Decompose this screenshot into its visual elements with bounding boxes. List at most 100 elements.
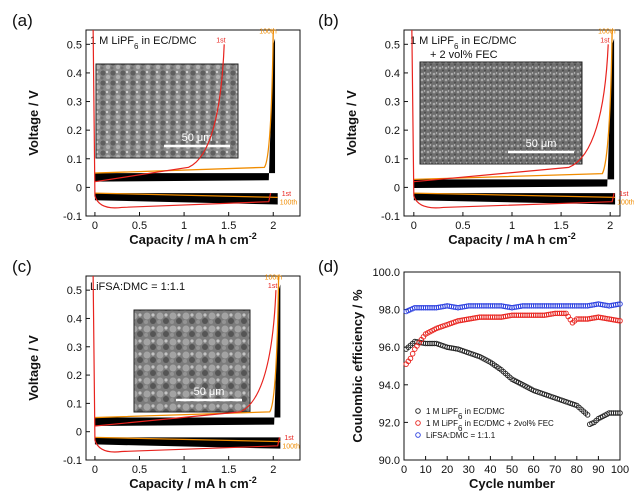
- scale-bar-label: 50 μm: [194, 386, 225, 398]
- panel-label: (b): [318, 11, 339, 30]
- y-tick-label: 0: [394, 182, 400, 194]
- cycle-label-100th-top: 100th: [598, 29, 616, 36]
- y-tick-label: 0.2: [67, 370, 82, 382]
- cycle-label-1st-top: 1st: [268, 283, 277, 290]
- panel-label: (a): [12, 11, 33, 30]
- panel-label: (d): [318, 257, 339, 276]
- y-tick-label: -0.1: [63, 455, 82, 467]
- y-tick-label: 0.5: [67, 39, 82, 51]
- y-tick-label: 0.4: [67, 313, 82, 325]
- x-tick-label: 1: [509, 220, 515, 232]
- data-point: [615, 301, 621, 308]
- curve-1st-stripping: [413, 44, 609, 183]
- y-tick-label: 0.2: [67, 125, 82, 137]
- data-point: [617, 301, 623, 307]
- x-axis-label: Capacity / mA h cm-2: [129, 231, 256, 247]
- y-tick-label: 0.5: [385, 39, 400, 51]
- y-tick-label: 0.5: [67, 285, 82, 297]
- curve-1st-plating: [411, 29, 615, 209]
- x-tick-label: 2: [607, 220, 613, 232]
- x-tick-label: 90: [592, 464, 604, 476]
- data-point: [617, 410, 623, 416]
- curve-1st-plating: [92, 275, 281, 453]
- x-axis-label: Cycle number: [469, 476, 555, 491]
- y-tick-label: 96.0: [379, 342, 400, 354]
- data-point: [584, 412, 591, 418]
- x-tick-label: 1: [181, 220, 187, 232]
- cycle-label-1st-bottom: 1st: [284, 435, 293, 442]
- panel-c: -0.1 0 0.1 0.2 0.3 0.4 0.5 0 0.5 1 1.5 2 Capacity / …: [12, 257, 301, 491]
- legend-entry: LiFSA:DMC = 1:1.1: [426, 431, 496, 440]
- legend-marker: [415, 420, 421, 426]
- sem-inset-image: [419, 61, 583, 165]
- cycle-label-1st-bottom: 1st: [619, 191, 628, 198]
- y-axis-label: Voltage / V: [26, 335, 41, 401]
- electrolyte-annotation: + 2 vol% FEC: [430, 49, 498, 61]
- series-2: [403, 301, 623, 315]
- x-tick-label: 0: [411, 220, 417, 232]
- panel-b: -0.1 0 0.1 0.2 0.3 0.4 0.5 0 0.5 1 1.5 2 Capacity / …: [318, 11, 634, 247]
- y-tick-label: -0.1: [381, 211, 400, 223]
- x-tick-label: 1.5: [553, 220, 568, 232]
- cycle-label-100th-top: 100th: [265, 275, 283, 282]
- data-point: [617, 318, 623, 324]
- y-tick-label: 0.1: [67, 154, 82, 166]
- y-tick-label: 0.3: [385, 97, 400, 109]
- y-tick-label: 0.3: [67, 97, 82, 109]
- x-tick-label: 1.5: [221, 220, 236, 232]
- sem-inset-image: [133, 309, 251, 413]
- x-axis-label: Capacity / mA h cm-2: [129, 475, 256, 491]
- data-point: [409, 351, 416, 357]
- legend-marker: [415, 432, 421, 438]
- electrolyte-annotation: 1 M LiPF6 in EC/DMC: [410, 35, 517, 51]
- panel-d: 90.0 92.0 94.0 96.0 98.0 100.0 0 10 20 30 40 50 60 70…: [318, 257, 629, 491]
- plot-frame: [85, 275, 301, 461]
- y-tick-label: 0.4: [385, 68, 400, 80]
- x-tick-label: 100: [611, 464, 629, 476]
- cycle-label-100th-bottom: 100th: [282, 444, 300, 451]
- plot-frame: [85, 29, 301, 217]
- legend-marker: [415, 408, 421, 414]
- y-tick-label: 0.4: [67, 68, 82, 80]
- electrolyte-annotation: 1 M LiPF6 in EC/DMC: [90, 35, 197, 51]
- panel-a: -0.1 0 0.1 0.2 0.3 0.4 0.5 0 0.5 1 1.5 2 Capacity / …: [12, 11, 301, 247]
- y-tick-label: 0.1: [385, 154, 400, 166]
- x-tick-label: 2: [270, 464, 276, 476]
- x-tick-label: 0.5: [132, 220, 147, 232]
- series-1: [403, 310, 623, 367]
- x-tick-label: 60: [527, 464, 539, 476]
- data-point: [561, 310, 567, 317]
- curve-1st-plating: [92, 29, 272, 209]
- y-tick-label: 100.0: [372, 267, 400, 279]
- x-tick-label: 0: [401, 464, 407, 476]
- x-tick-label: 1.5: [221, 464, 236, 476]
- electrolyte-annotation: LiFSA:DMC = 1:1.1: [90, 281, 185, 293]
- x-tick-label: 20: [441, 464, 453, 476]
- x-tick-label: 2: [270, 220, 276, 232]
- curve-100th: [94, 275, 281, 443]
- x-tick-label: 50: [506, 464, 518, 476]
- x-tick-label: 10: [419, 464, 431, 476]
- cycle-label-100th-bottom: 100th: [280, 200, 298, 207]
- y-axis-label: Coulombic efficiency / %: [350, 289, 365, 443]
- y-tick-label: 92.0: [379, 417, 400, 429]
- y-tick-label: 0.3: [67, 342, 82, 354]
- x-axis-label: Capacity / mA h cm-2: [448, 231, 575, 247]
- data-point: [407, 355, 414, 362]
- curve-1st-stripping: [94, 290, 277, 427]
- y-tick-label: 0: [76, 427, 82, 439]
- legend-entry: 1 M LiPF6 in EC/DMC: [426, 407, 505, 421]
- data-point: [615, 410, 621, 416]
- cycle-label-1st-bottom: 1st: [282, 191, 291, 198]
- curve-1st-stripping: [94, 44, 225, 183]
- cycle-label-100th-top: 100th: [259, 29, 277, 36]
- y-axis-label: Voltage / V: [344, 90, 359, 156]
- series-0: [403, 338, 623, 428]
- y-tick-label: 98.0: [379, 305, 400, 317]
- x-tick-label: 70: [549, 464, 561, 476]
- y-tick-label: 0.2: [385, 125, 400, 137]
- sem-inset-image: [95, 63, 239, 159]
- legend-entry: 1 M LiPF6 in EC/DMC + 2vol% FEC: [426, 419, 554, 433]
- cycle-label-1st-top: 1st: [216, 37, 225, 44]
- cycle-label-1st-top: 1st: [600, 37, 609, 44]
